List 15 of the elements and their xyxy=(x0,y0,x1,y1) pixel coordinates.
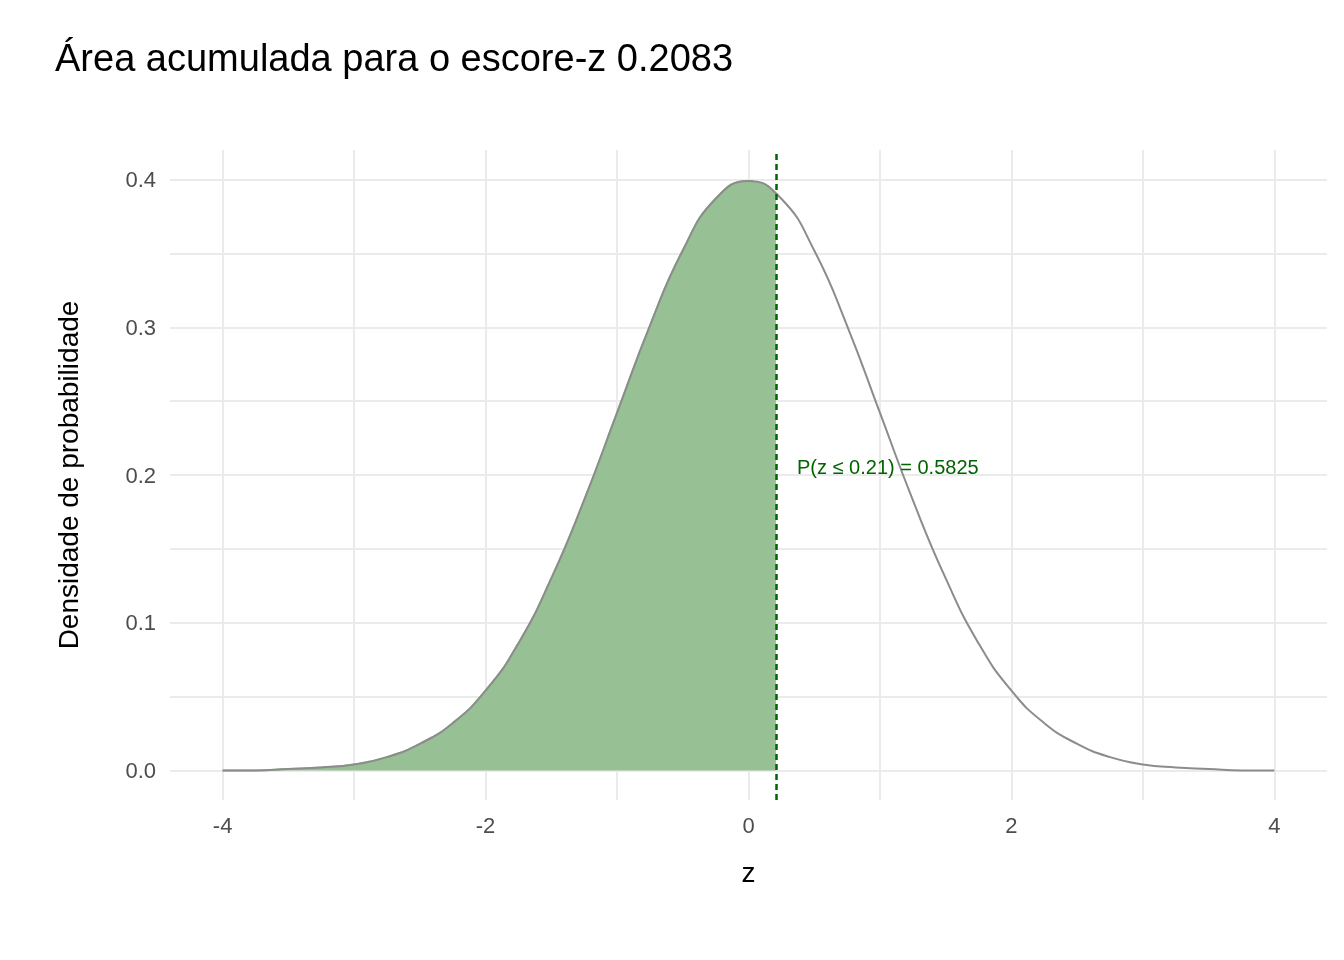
y-tick-label: 0.4 xyxy=(125,167,156,193)
y-axis-title: Densidade de probabilidade xyxy=(52,300,84,650)
x-tick-label: -2 xyxy=(475,812,496,838)
x-tick-label: 0 xyxy=(742,812,755,838)
annotation: P(z ≤ 0.21) = 0.5825 xyxy=(797,456,979,478)
chart-title: Área acumulada para o escore-z 0.2083 xyxy=(55,37,734,79)
y-tick-label: 0.3 xyxy=(125,314,156,340)
y-tick-label: 0.2 xyxy=(125,462,156,488)
y-tick-label: 0.0 xyxy=(125,757,156,783)
x-tick-label: -4 xyxy=(212,812,233,838)
x-tick-label: 4 xyxy=(1268,812,1281,838)
y-tick-label: 0.1 xyxy=(125,610,156,636)
x-axis-title: z xyxy=(741,856,756,888)
line-series xyxy=(221,180,1276,772)
x-tick-label: 2 xyxy=(1005,812,1018,838)
